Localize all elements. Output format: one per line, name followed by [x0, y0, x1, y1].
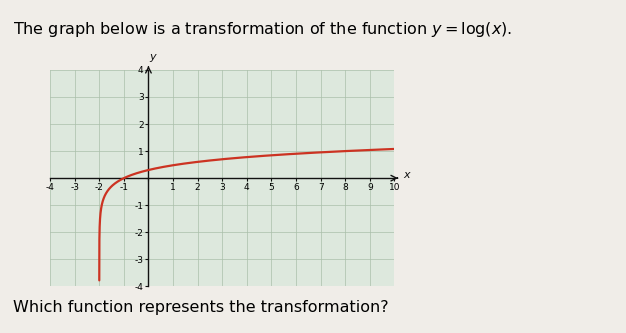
Text: Which function represents the transformation?: Which function represents the transforma…	[13, 300, 388, 315]
Text: x: x	[403, 170, 409, 180]
Text: y: y	[149, 52, 155, 62]
Text: The graph below is a transformation of the function $y = \log(x)$.: The graph below is a transformation of t…	[13, 20, 512, 40]
